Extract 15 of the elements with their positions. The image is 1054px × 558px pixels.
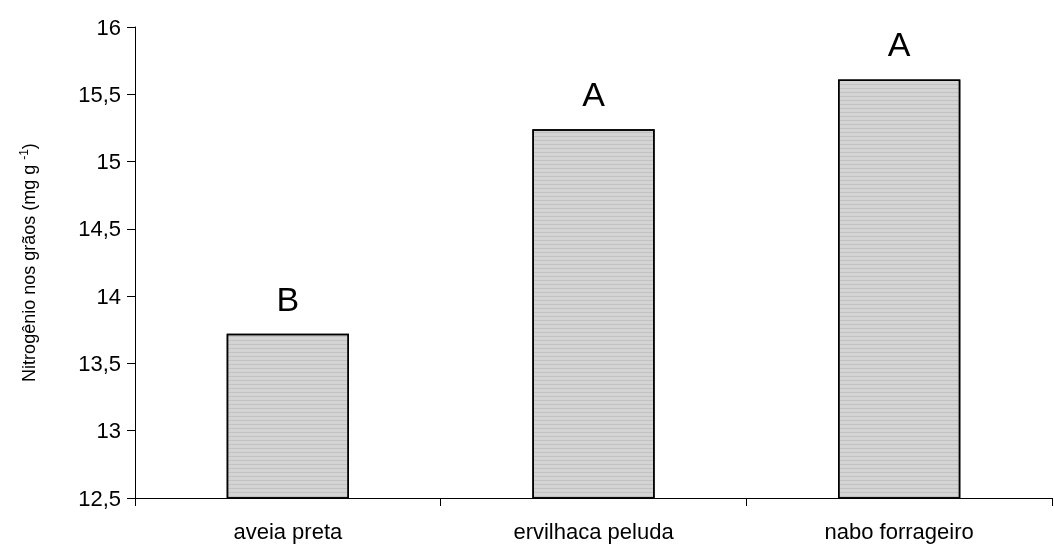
y-tick-label: 14,5 bbox=[78, 216, 121, 242]
annotation: A bbox=[582, 75, 606, 114]
y-tick-label: 13,5 bbox=[78, 350, 121, 376]
x-tick-label: ervilhaca peluda bbox=[513, 518, 675, 544]
x-tick-label: nabo forrageiro bbox=[824, 518, 974, 544]
y-tick-label: 13 bbox=[96, 418, 121, 444]
y-tick-label: 12,5 bbox=[78, 485, 121, 511]
y-tick-label: 14 bbox=[96, 283, 121, 309]
y-tick-label: 15 bbox=[96, 149, 121, 175]
annotation: B bbox=[276, 279, 300, 318]
annotation: A bbox=[887, 25, 911, 64]
x-tick-label: aveia preta bbox=[233, 518, 344, 544]
y-axis-title: Nitrogênio nos grãos (mg g -1) bbox=[17, 143, 39, 382]
y-tick-label: 15,5 bbox=[78, 81, 121, 107]
y-tick-label: 16 bbox=[96, 14, 121, 40]
